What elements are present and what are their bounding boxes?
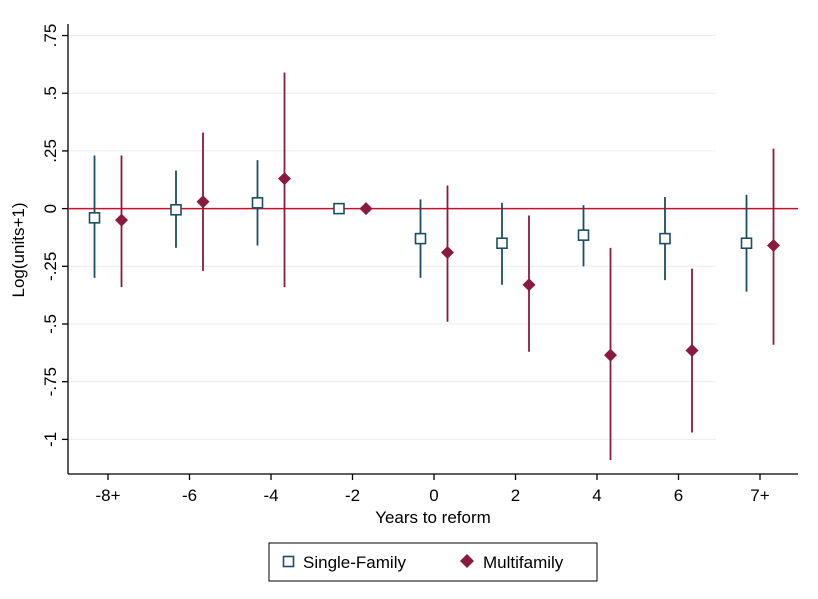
x-tick-label: 2 [511, 486, 520, 505]
multifamily-point [685, 344, 699, 358]
legend-single-family-label: Single-Family [303, 553, 406, 572]
marks-layer [68, 72, 798, 461]
single-family-point [88, 212, 101, 224]
single-family-point [333, 202, 345, 215]
legend-single-family-marker [282, 555, 295, 568]
x-tick-label: 4 [592, 486, 601, 505]
axes-layer: -1 -.75 -.5 -.25 0 .25 .5 .75 -8+ -6 -4 -2 0 2 4 6 7+ [41, 24, 798, 505]
y-tick-label: -.5 [41, 314, 60, 334]
y-tick-label: 0 [41, 204, 60, 213]
single-family-point [496, 237, 508, 250]
legend-multifamily-label: Multifamily [483, 553, 564, 572]
multifamily-point [767, 239, 780, 253]
y-tick-label: -.25 [41, 252, 60, 281]
multifamily-point [604, 348, 617, 362]
legend: Single-Family Multifamily [268, 542, 598, 582]
x-axis-label: Years to reform [375, 508, 491, 527]
multifamily-point [278, 172, 291, 186]
single-family-point [577, 229, 590, 241]
y-tick-label: .5 [41, 86, 60, 100]
multifamily-point [359, 202, 373, 216]
single-family-point [251, 197, 264, 209]
y-tick-label: -.75 [41, 367, 60, 396]
grid-layer [68, 35, 716, 440]
multifamily-point [115, 213, 128, 227]
x-tick-label: 6 [674, 486, 683, 505]
single-family-point [659, 232, 671, 245]
multifamily-point [441, 245, 454, 259]
multifamily-point [196, 195, 210, 209]
y-axis-label: Log(units+1) [9, 203, 28, 298]
single-family-point [170, 203, 182, 216]
multifamily-point [522, 278, 536, 292]
y-tick-label: .75 [41, 24, 60, 48]
x-tick-label: 0 [429, 486, 438, 505]
y-tick-label: -1 [41, 432, 60, 447]
x-tick-label: -4 [263, 486, 278, 505]
legend-multifamily-marker [460, 554, 474, 568]
single-family-point [414, 232, 427, 245]
x-tick-label: -2 [345, 486, 360, 505]
y-tick-label: .25 [41, 139, 60, 163]
x-tick-label: -8+ [95, 486, 120, 505]
x-tick-label: -6 [182, 486, 197, 505]
x-tick-label: 7+ [750, 486, 769, 505]
legend-box [268, 542, 598, 582]
single-family-point [740, 237, 753, 250]
